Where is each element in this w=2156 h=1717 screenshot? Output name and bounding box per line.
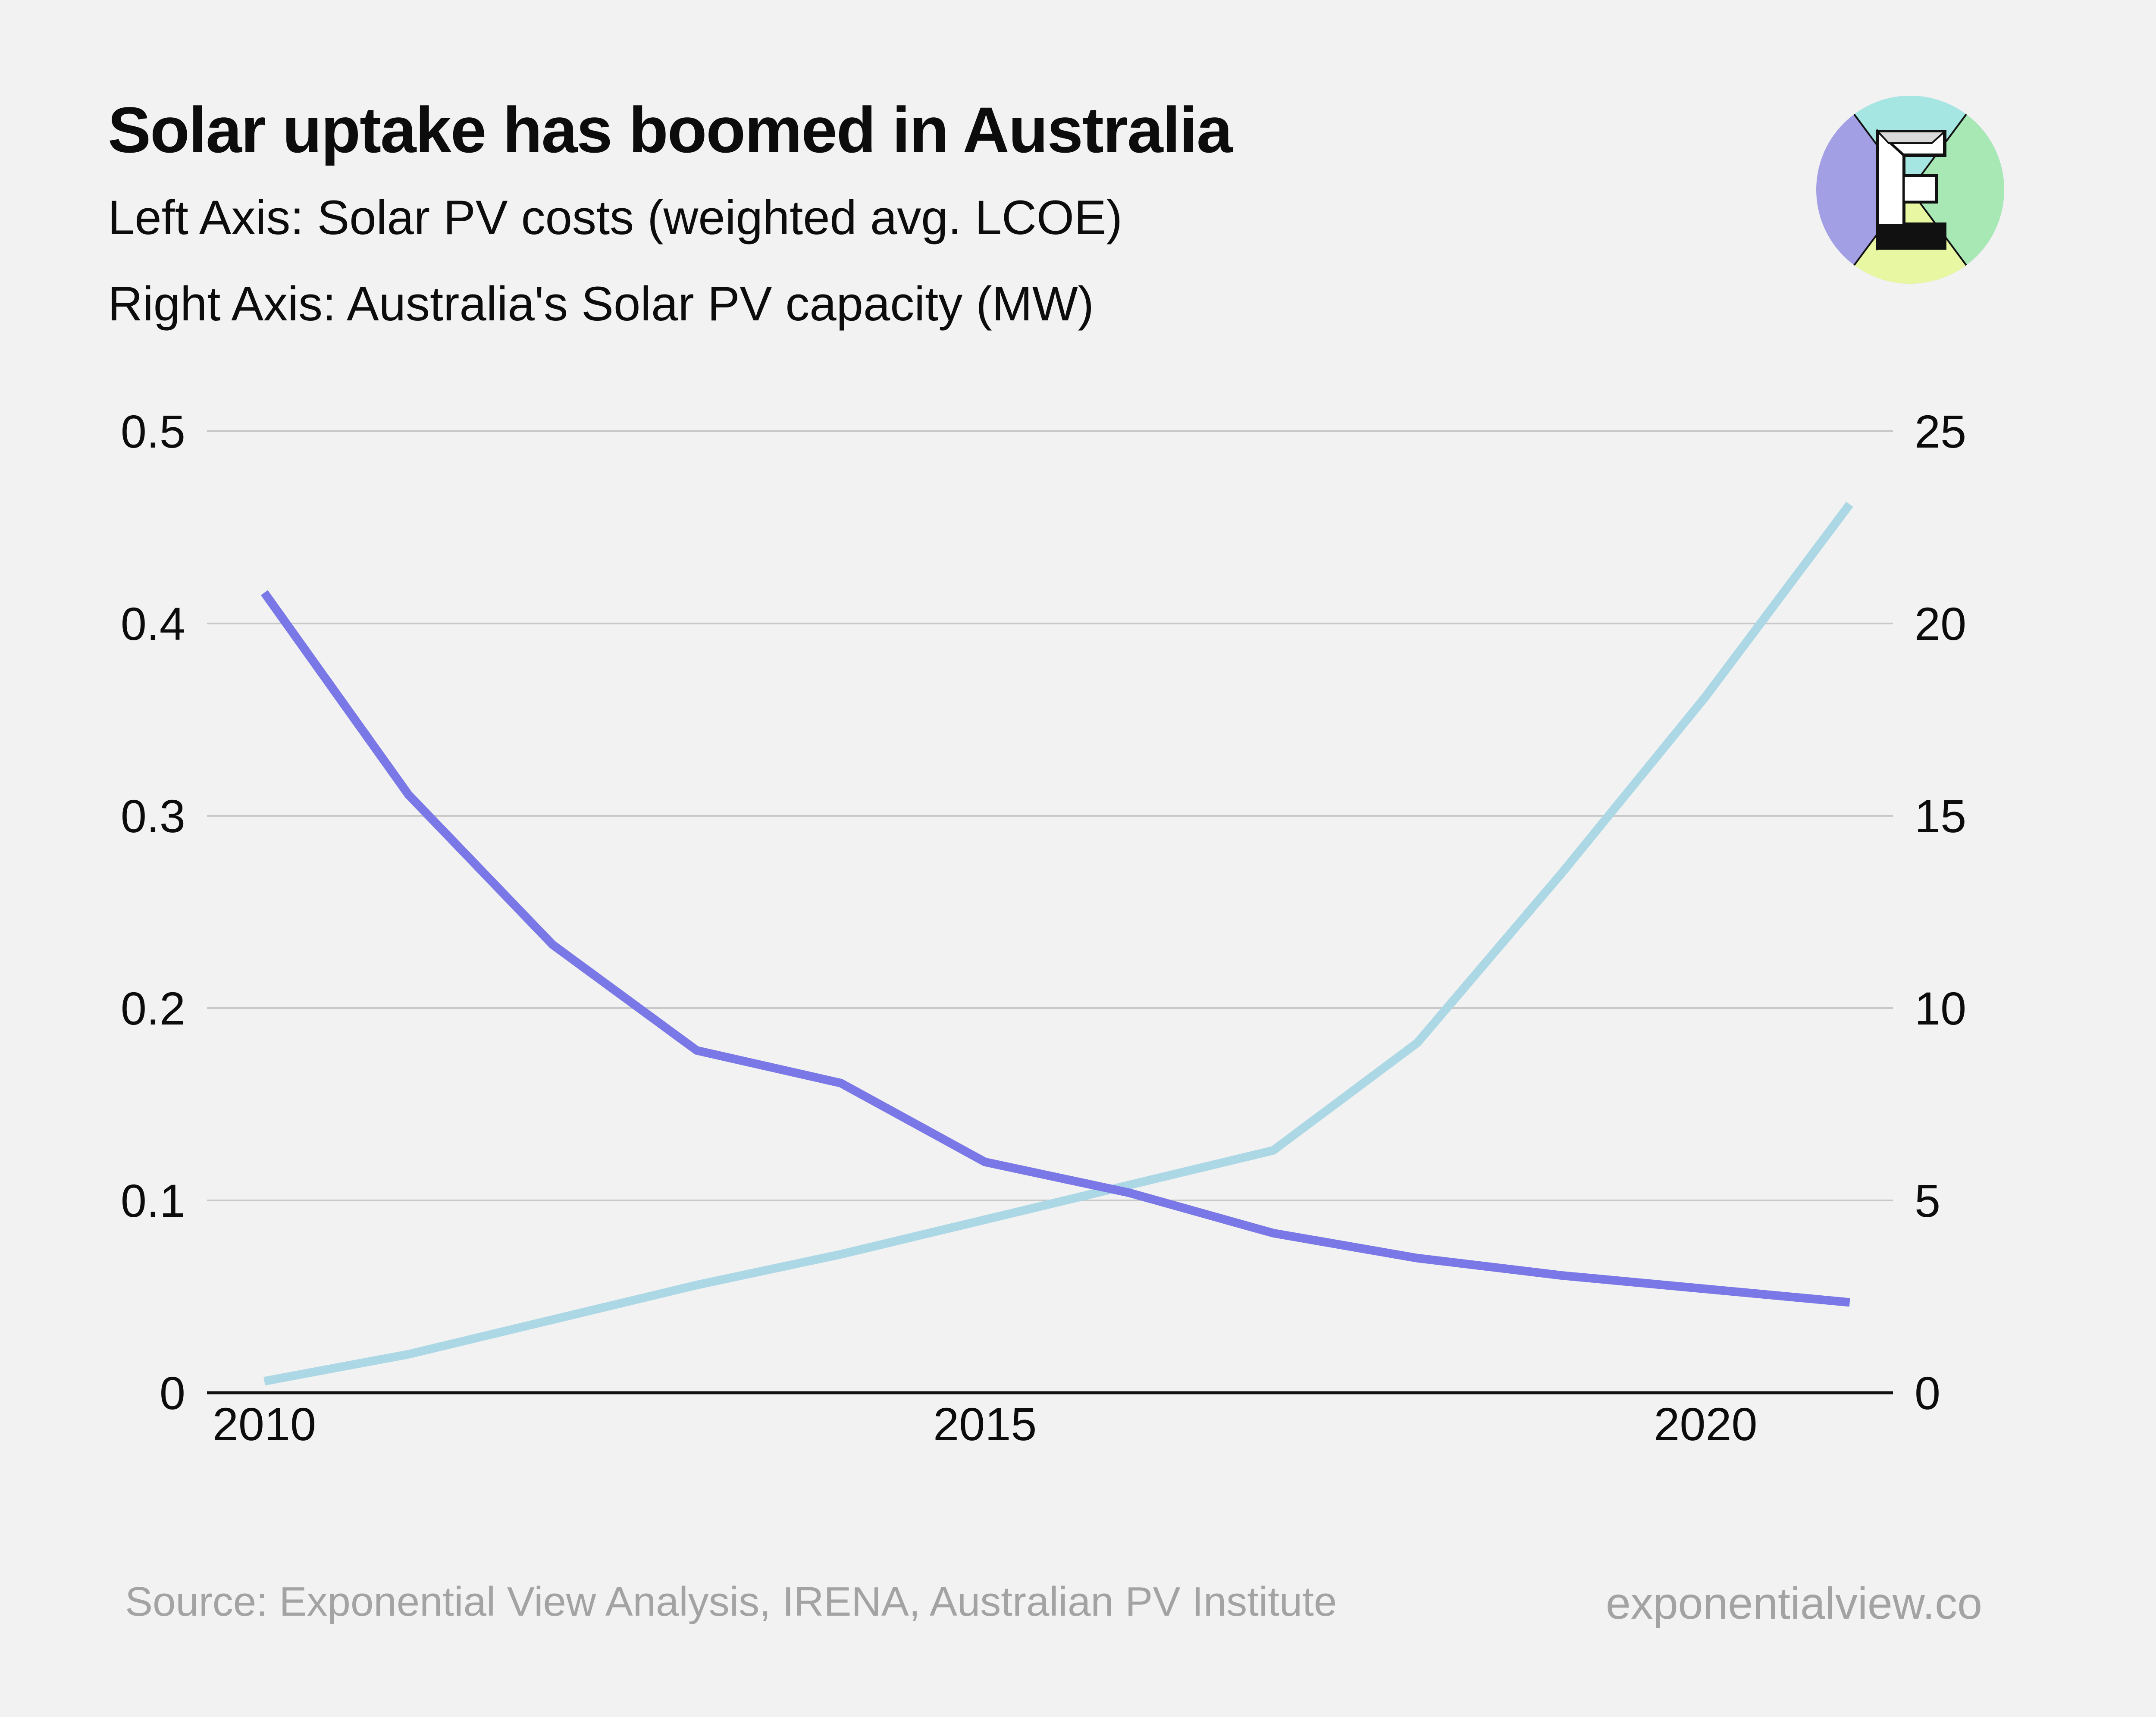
cost-series-line xyxy=(260,590,1850,1307)
left-axis-tick-label: 0 xyxy=(160,1367,185,1419)
logo-letter-e-icon xyxy=(1876,128,1947,251)
x-axis-tick-label: 2015 xyxy=(933,1398,1037,1450)
cost-data-point xyxy=(1273,1233,1274,1234)
capacity-data-point xyxy=(1128,1184,1129,1185)
gridlines xyxy=(207,430,1893,1201)
left-axis-tick-label: 0.4 xyxy=(121,598,185,650)
cost-data-point xyxy=(1849,1302,1850,1303)
left-axis-tick-label: 0.5 xyxy=(121,405,185,457)
x-axis-tick-label: 2010 xyxy=(213,1398,316,1450)
left-axis-tick-label: 0.1 xyxy=(121,1175,185,1227)
cost-data-point xyxy=(1561,1275,1562,1276)
source-note: Source: Exponential View Analysis, IRENA… xyxy=(125,1579,1337,1625)
cost-data-point xyxy=(552,944,553,945)
brand-url-link[interactable]: exponentialview.co xyxy=(1605,1579,1982,1629)
cost-data-point xyxy=(408,794,409,795)
left-axis-subtitle: Left Axis: Solar PV costs (weighted avg.… xyxy=(108,191,1123,244)
cost-data-point xyxy=(1128,1192,1129,1193)
logo-quadrant-green xyxy=(1910,114,2005,265)
capacity-data-point xyxy=(840,1254,841,1255)
right-axis-tick-label: 10 xyxy=(1915,982,1966,1034)
capacity-data-point xyxy=(552,1319,553,1320)
cost-data-point xyxy=(264,592,265,593)
cost-data-point xyxy=(840,1083,841,1084)
right-axis-subtitle: Right Axis: Australia's Solar PV capacit… xyxy=(108,277,1094,331)
capacity-data-point xyxy=(264,1381,265,1382)
capacity-series-line xyxy=(263,501,1853,1386)
right-axis-tick-label: 15 xyxy=(1915,790,1966,842)
cost-data-point xyxy=(1705,1288,1706,1289)
left-axis-tick-label: 0.2 xyxy=(121,982,185,1034)
right-axis-tick-label: 20 xyxy=(1915,598,1966,650)
x-axis-tick-label: 2020 xyxy=(1654,1398,1757,1450)
exponential-view-logo xyxy=(1816,95,2005,284)
capacity-data-point xyxy=(984,1219,985,1220)
capacity-data-point xyxy=(1273,1150,1274,1151)
line-chart: 0 0.1 0.2 0.3 0.4 0.5 0 5 10 15 20 25 2010 2015 2020 xyxy=(121,405,1966,1450)
capacity-data-point xyxy=(1417,1042,1418,1043)
chart-title: Solar uptake has boomed in Australia xyxy=(108,94,1232,166)
capacity-data-point xyxy=(1705,696,1706,697)
right-axis-tick-label: 25 xyxy=(1915,405,1966,457)
capacity-data-point xyxy=(1561,873,1562,874)
cost-data-point xyxy=(1417,1258,1418,1259)
right-axis-tick-label: 0 xyxy=(1915,1367,1940,1419)
right-axis-tick-label: 5 xyxy=(1915,1175,1940,1227)
left-axis-tick-label: 0.3 xyxy=(121,790,185,842)
axes: 0 0.1 0.2 0.3 0.4 0.5 0 5 10 15 20 25 2010 2015 2020 xyxy=(121,405,1966,1450)
cost-data-point xyxy=(696,1050,697,1051)
capacity-data-point xyxy=(408,1354,409,1355)
series-lines xyxy=(260,501,1853,1386)
